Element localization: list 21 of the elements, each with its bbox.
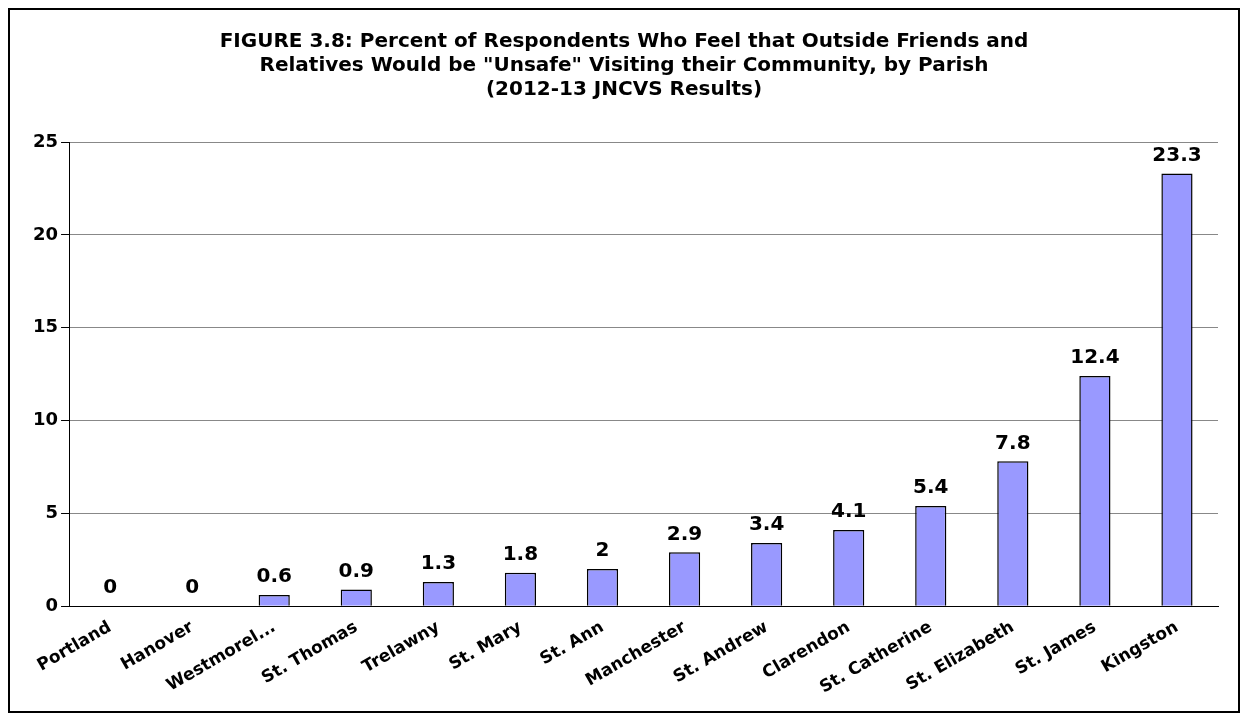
data-label: 1.8 bbox=[502, 540, 539, 565]
data-label: 0.9 bbox=[338, 557, 375, 582]
y-tick-label: 25 bbox=[32, 129, 59, 151]
data-label: 3.4 bbox=[748, 511, 785, 536]
chart-title: FIGURE 3.8: Percent of Respondents Who Feel that Outside Friends and Relatives Would be "Unsafe" Visiting their Community, by Parish (2012-13 JNCVS Results) bbox=[219, 28, 1029, 101]
data-label: 4.1 bbox=[830, 498, 867, 523]
data-label: 0.6 bbox=[256, 563, 292, 588]
data-label: 0 bbox=[103, 574, 118, 599]
y-tick-label: 5 bbox=[45, 501, 59, 523]
data-label: 12.4 bbox=[1070, 344, 1120, 369]
y-tick-label: 15 bbox=[32, 315, 59, 337]
data-label: 2 bbox=[595, 537, 610, 562]
data-label: 5.4 bbox=[913, 474, 949, 499]
data-label: 23.3 bbox=[1152, 141, 1202, 166]
y-tick-label: 0 bbox=[45, 593, 59, 615]
y-tick-label: 20 bbox=[32, 222, 59, 244]
data-label: 1.3 bbox=[420, 550, 457, 575]
y-tick-label: 10 bbox=[32, 408, 59, 430]
data-label: 2.9 bbox=[666, 520, 703, 545]
data-label: 0 bbox=[185, 574, 200, 599]
data-label: 7.8 bbox=[995, 429, 1031, 454]
